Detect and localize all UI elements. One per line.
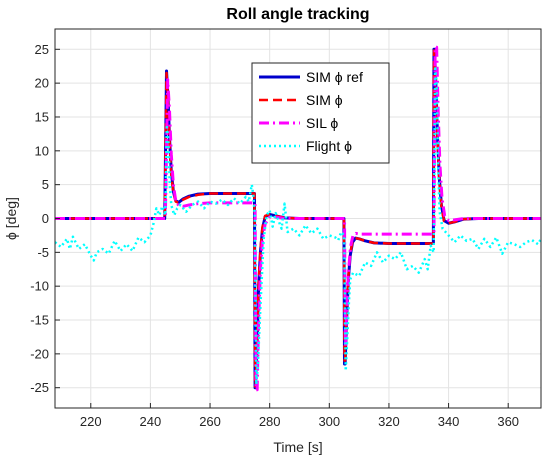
x-tick-label: 240 (140, 414, 162, 429)
x-tick-label: 360 (497, 414, 519, 429)
x-tick-label: 280 (259, 414, 281, 429)
y-tick-label: 15 (35, 109, 49, 124)
chart-title: Roll angle tracking (226, 6, 369, 23)
x-tick-label: 300 (318, 414, 340, 429)
y-tick-label: -5 (37, 245, 49, 260)
x-tick-label: 320 (378, 414, 400, 429)
legend: SIM ϕ ref SIM ϕ SIL ϕ Flight ϕ (251, 62, 390, 164)
y-tick-label: -20 (30, 346, 49, 361)
x-tick-label: 220 (80, 414, 102, 429)
legend-label-1: SIM ϕ ref (306, 69, 363, 85)
y-tick-label: 10 (35, 143, 49, 158)
y-tick-label: 5 (42, 177, 49, 192)
x-axis-label: Time [s] (273, 439, 322, 455)
y-tick-label: 20 (35, 76, 49, 91)
y-tick-label: -10 (30, 279, 49, 294)
legend-label-4: Flight ϕ (306, 138, 352, 154)
y-tick-label: -15 (30, 313, 49, 328)
series-line-4 (55, 64, 541, 386)
series-line-3 (55, 45, 541, 392)
y-axis-label: ϕ [deg] (3, 197, 19, 240)
axis-ticks: 220 240 260 280 300 320 340 360 -25 -20 -15 -10 -5 0 5… (30, 42, 519, 429)
x-tick-label: 340 (438, 414, 460, 429)
y-tick-label: -25 (30, 380, 49, 395)
y-tick-label: 0 (42, 211, 49, 226)
y-tick-label: 25 (35, 42, 49, 57)
x-tick-label: 260 (199, 414, 221, 429)
legend-label-2: SIM ϕ (306, 92, 343, 108)
series-line-2 (55, 49, 541, 388)
legend-label-3: SIL ϕ (306, 115, 338, 131)
series-layer (55, 45, 541, 392)
